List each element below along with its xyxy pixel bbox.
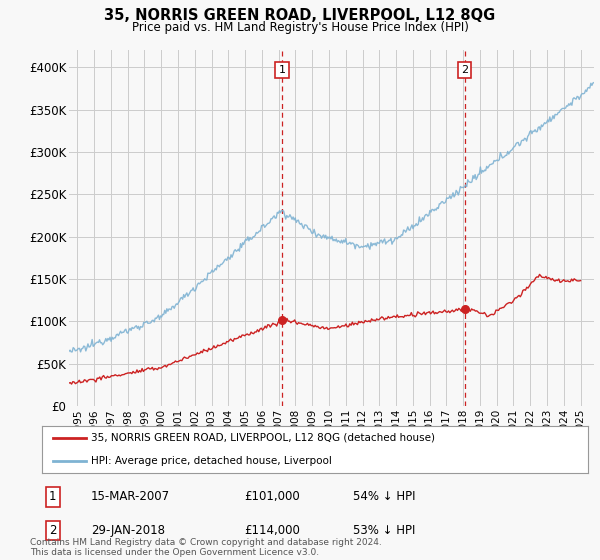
Text: 53% ↓ HPI: 53% ↓ HPI bbox=[353, 524, 416, 537]
Text: £114,000: £114,000 bbox=[244, 524, 300, 537]
Text: 2: 2 bbox=[461, 65, 468, 75]
Text: 35, NORRIS GREEN ROAD, LIVERPOOL, L12 8QG (detached house): 35, NORRIS GREEN ROAD, LIVERPOOL, L12 8Q… bbox=[91, 432, 435, 442]
Text: 54% ↓ HPI: 54% ↓ HPI bbox=[353, 491, 416, 503]
Text: 1: 1 bbox=[49, 491, 56, 503]
Text: 29-JAN-2018: 29-JAN-2018 bbox=[91, 524, 165, 537]
Text: £101,000: £101,000 bbox=[244, 491, 300, 503]
Text: Price paid vs. HM Land Registry's House Price Index (HPI): Price paid vs. HM Land Registry's House … bbox=[131, 21, 469, 34]
Text: 1: 1 bbox=[278, 65, 286, 75]
Text: 15-MAR-2007: 15-MAR-2007 bbox=[91, 491, 170, 503]
Text: 35, NORRIS GREEN ROAD, LIVERPOOL, L12 8QG: 35, NORRIS GREEN ROAD, LIVERPOOL, L12 8Q… bbox=[104, 8, 496, 24]
Text: 2: 2 bbox=[49, 524, 56, 537]
Text: Contains HM Land Registry data © Crown copyright and database right 2024.
This d: Contains HM Land Registry data © Crown c… bbox=[30, 538, 382, 557]
Text: HPI: Average price, detached house, Liverpool: HPI: Average price, detached house, Live… bbox=[91, 456, 332, 466]
